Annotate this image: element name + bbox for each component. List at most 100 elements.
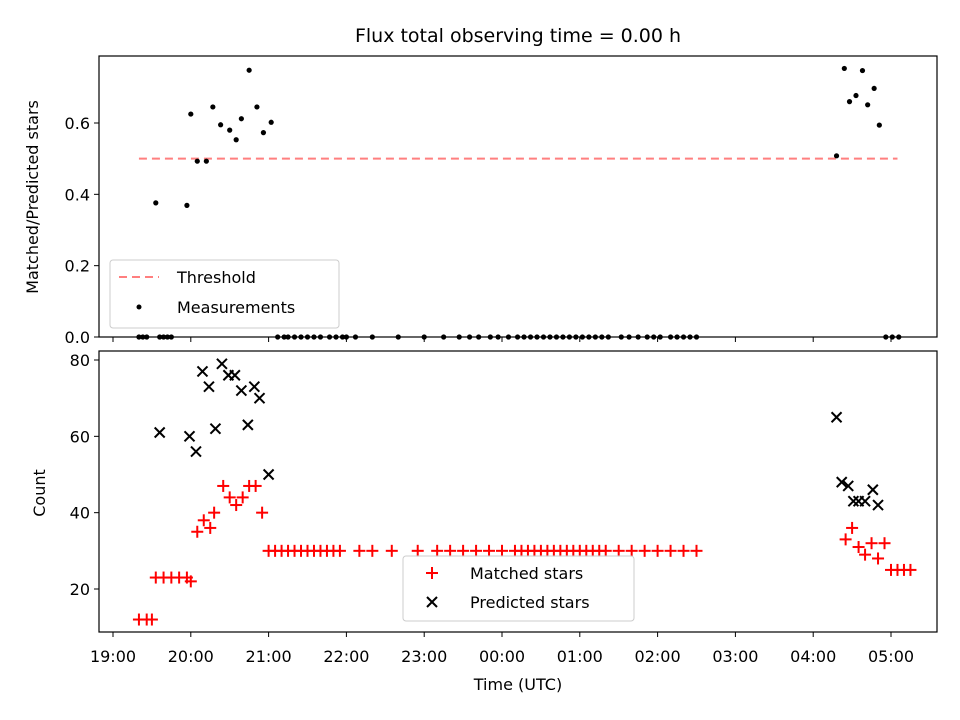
matched-star-point bbox=[664, 544, 677, 557]
predicted-star-point bbox=[209, 422, 222, 435]
predicted-star-point bbox=[836, 476, 848, 488]
predicted-star-point bbox=[153, 426, 166, 439]
measurement-point bbox=[260, 130, 267, 136]
legend-predicted-swatch bbox=[426, 596, 438, 608]
measurement-point bbox=[876, 122, 882, 128]
predicted-star-point bbox=[235, 384, 248, 397]
bottom-legend-box bbox=[402, 555, 635, 622]
x-tick-label: 04:00 bbox=[790, 647, 836, 666]
measurement-point bbox=[227, 127, 233, 133]
matched-star-point bbox=[483, 544, 496, 557]
matched-star-point bbox=[599, 544, 612, 557]
measurement-point bbox=[238, 116, 244, 122]
matched-star-point bbox=[223, 491, 236, 504]
matched-star-point bbox=[859, 548, 872, 561]
measurement-point bbox=[184, 202, 190, 208]
matched-star-point bbox=[333, 544, 346, 557]
measurement-point bbox=[203, 158, 209, 164]
predicted-star-point bbox=[867, 484, 879, 496]
chart-title: Flux total observing time = 0.00 h bbox=[355, 25, 681, 47]
matched-star-point bbox=[625, 544, 638, 557]
predicted-star-point bbox=[242, 419, 254, 431]
x-tick-label: 05:00 bbox=[868, 647, 914, 666]
predicted-star-point bbox=[830, 411, 843, 423]
matched-star-point bbox=[431, 544, 444, 557]
matched-star-point bbox=[470, 544, 483, 557]
measurement-point bbox=[833, 153, 840, 159]
bottom-legend: Matched stars Predicted stars bbox=[402, 555, 635, 622]
top-y-tick-label: 0.0 bbox=[65, 328, 90, 347]
matched-star-point bbox=[204, 521, 217, 534]
x-tick-label: 21:00 bbox=[246, 647, 292, 666]
matched-star-point bbox=[353, 544, 366, 557]
measurement-point bbox=[853, 92, 859, 99]
measurement-point bbox=[859, 67, 866, 74]
top-legend-box bbox=[109, 259, 340, 329]
measurement-point bbox=[188, 111, 194, 117]
measurement-point bbox=[254, 104, 260, 110]
measurement-point bbox=[246, 67, 252, 73]
matched-star-point bbox=[385, 544, 398, 557]
bottom-y-tick-label: 20 bbox=[70, 580, 90, 599]
matched-star-point bbox=[846, 521, 859, 534]
measurement-point bbox=[194, 158, 200, 164]
matched-star-point bbox=[230, 499, 243, 512]
measurement-point bbox=[218, 122, 224, 128]
top-y-tick-label: 0.6 bbox=[65, 114, 90, 133]
matched-star-point bbox=[865, 537, 878, 550]
measurement-point bbox=[846, 99, 853, 105]
predicted-star-point bbox=[253, 392, 266, 404]
x-tick-label: 03:00 bbox=[712, 647, 758, 666]
matched-star-point bbox=[256, 506, 269, 519]
matched-star-point bbox=[651, 544, 664, 557]
matched-star-point bbox=[872, 552, 885, 565]
predicted-star-point bbox=[859, 495, 871, 507]
matched-star-point bbox=[411, 544, 424, 557]
x-tick-label: 20:00 bbox=[168, 647, 214, 666]
bottom-y-tick-label: 40 bbox=[70, 504, 90, 523]
x-tick-label: 19:00 bbox=[90, 647, 136, 666]
matched-star-point bbox=[690, 544, 703, 557]
matched-star-point bbox=[904, 563, 917, 576]
matched-star-point bbox=[457, 544, 470, 557]
measurement-point bbox=[841, 65, 847, 72]
matched-star-point bbox=[852, 541, 865, 554]
matched-star-point bbox=[208, 506, 221, 519]
matched-star-point bbox=[496, 544, 508, 557]
top-plot-area bbox=[98, 55, 938, 338]
bottom-y-tick-label: 80 bbox=[70, 351, 90, 370]
legend-threshold-label: Threshold bbox=[176, 268, 256, 287]
legend-measurements-label: Measurements bbox=[177, 298, 295, 317]
measurement-point bbox=[865, 102, 871, 108]
top-y-axis-label: Matched/Predicted stars bbox=[23, 100, 42, 294]
predicted-star-point bbox=[203, 381, 215, 393]
matched-star-point bbox=[612, 544, 625, 557]
predicted-star-point bbox=[872, 499, 884, 511]
matched-star-point bbox=[145, 613, 158, 626]
matched-star-point bbox=[249, 479, 262, 492]
measurement-point bbox=[233, 137, 239, 143]
bottom-y-axis-label: Count bbox=[30, 469, 49, 517]
measurement-point bbox=[871, 85, 877, 92]
predicted-star-point bbox=[190, 445, 202, 458]
legend-measurements-swatch bbox=[136, 304, 142, 310]
matched-star-point bbox=[197, 514, 210, 527]
predicted-star-point bbox=[183, 430, 196, 443]
legend-predicted-label: Predicted stars bbox=[470, 593, 590, 612]
legend-matched-label: Matched stars bbox=[470, 564, 583, 583]
predicted-star-point bbox=[842, 480, 854, 492]
x-tick-label: 23:00 bbox=[401, 647, 447, 666]
measurement-point bbox=[153, 200, 159, 206]
legend-matched-swatch bbox=[426, 567, 438, 579]
matched-star-point bbox=[217, 479, 230, 492]
predicted-star-point bbox=[248, 381, 261, 393]
measurement-point bbox=[210, 104, 216, 110]
matched-star-point bbox=[191, 525, 204, 538]
matched-star-point bbox=[236, 491, 249, 504]
x-tick-label: 22:00 bbox=[323, 647, 369, 666]
matched-star-point bbox=[839, 533, 852, 546]
x-tick-label: 02:00 bbox=[635, 647, 681, 666]
top-y-tick-label: 0.4 bbox=[65, 185, 90, 204]
measurement-point bbox=[268, 119, 274, 125]
